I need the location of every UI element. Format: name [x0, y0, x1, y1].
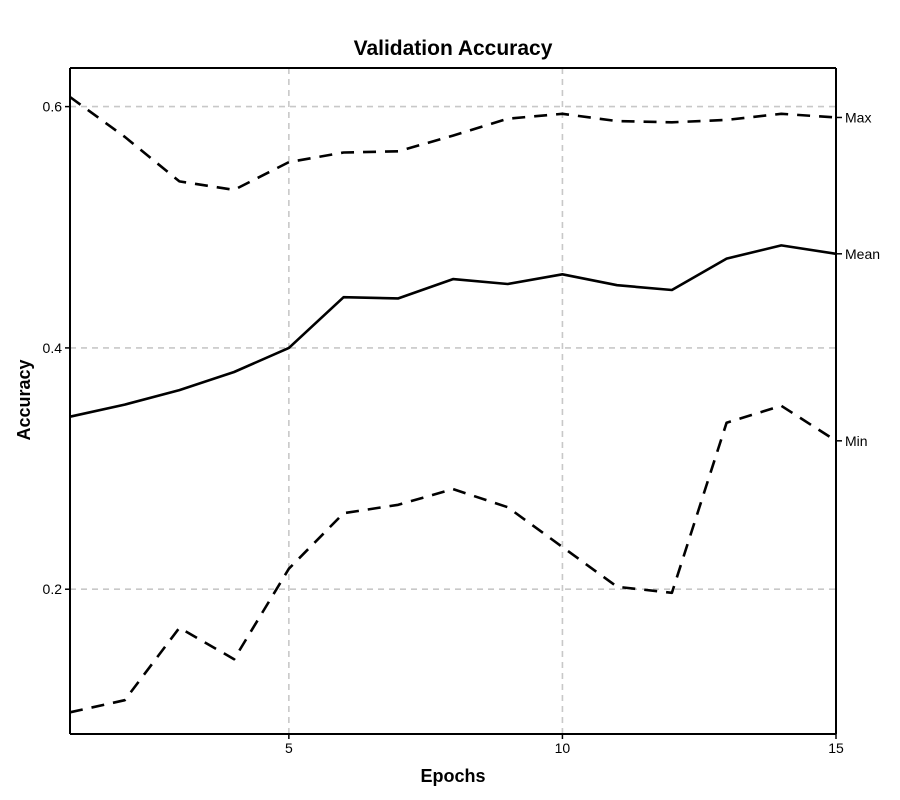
series-line-max — [69, 95, 837, 192]
axis-ticks: 5 10 15 0.2 0.4 0.6 — [43, 99, 844, 756]
y-tick-label: 0.6 — [43, 99, 63, 115]
chart-title: Validation Accuracy — [354, 37, 553, 60]
series-lines — [69, 95, 837, 714]
grid-lines — [70, 68, 837, 734]
x-tick-label: 5 — [285, 740, 293, 756]
series-line-min — [69, 404, 837, 714]
y-tick-label: 0.4 — [43, 340, 63, 356]
series-line-mean — [69, 244, 837, 418]
series-label-min: Min — [845, 433, 868, 449]
x-tick-label: 15 — [828, 740, 844, 756]
series-label-max: Max — [845, 109, 871, 125]
series-end-labels: Max Mean Min — [836, 109, 880, 449]
series-label-mean: Mean — [845, 246, 880, 262]
y-axis-label: Accuracy — [14, 359, 34, 440]
plot-frame — [69, 67, 837, 735]
x-tick-label: 10 — [555, 740, 571, 756]
x-axis-label: Epochs — [420, 766, 485, 786]
y-tick-label: 0.2 — [43, 581, 63, 597]
